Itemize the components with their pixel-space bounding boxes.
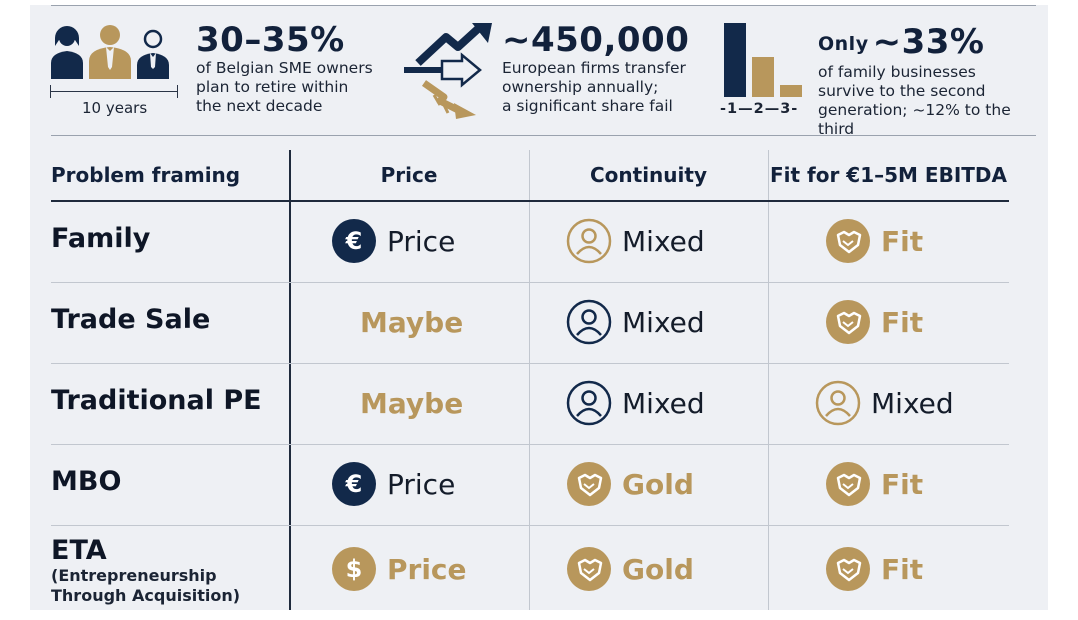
stat-prefix: Only <box>818 33 869 55</box>
svg-text:€: € <box>345 470 363 498</box>
comparison-table: Problem framing Price Continuity Fit for… <box>51 150 1009 610</box>
person-icon <box>566 218 612 264</box>
cell-family-fit: Fit <box>825 218 923 264</box>
cell-traditional-pe-continuity: Mixed <box>566 380 705 426</box>
row-label-family: Family <box>51 223 151 254</box>
cell-eta-price: $ Price <box>331 546 467 592</box>
people-group-icon <box>51 25 169 79</box>
handshake-icon <box>826 219 870 263</box>
row-divider <box>51 363 1009 364</box>
row-label-traditional-pe: Traditional PE <box>51 385 262 416</box>
stat-line: European firms transfer <box>502 59 686 77</box>
stat-family-survival: Only ~33% of family businesses survive to… <box>818 23 1048 139</box>
cell-eta-continuity: Gold <box>566 546 694 592</box>
top-rule <box>51 5 1036 6</box>
stat-line: ownership annually; <box>502 78 659 96</box>
header-continuity: Continuity <box>589 163 707 187</box>
transfer-arrows-icon <box>404 23 492 119</box>
svg-text:€: € <box>345 227 363 255</box>
cell-trade-sale-continuity: Mixed <box>566 299 705 345</box>
person-icon <box>815 380 861 426</box>
handshake-icon <box>567 462 611 506</box>
euro-icon: € <box>332 219 376 263</box>
svg-text:$: $ <box>346 555 363 583</box>
handshake-icon <box>826 300 870 344</box>
stat-line: a significant share fail <box>502 97 673 115</box>
generation-axis-labels: -1—2—3- <box>720 101 799 117</box>
cell-traditional-pe-fit: Mixed <box>815 380 954 426</box>
stat-line: the next decade <box>196 97 323 115</box>
cell-traditional-pe-price: Maybe <box>360 386 464 420</box>
row-label-eta: ETA (Entrepreneurship Through Acquisitio… <box>51 535 240 606</box>
row-label-trade-sale: Trade Sale <box>51 304 211 335</box>
stat-line: of Belgian SME owners <box>196 59 373 77</box>
cell-mbo-price: € Price <box>331 461 455 507</box>
header-rule <box>51 200 1009 202</box>
cell-family-continuity: Mixed <box>566 218 705 264</box>
euro-icon: € <box>332 462 376 506</box>
header-fit: Fit for €1–5M EBITDA <box>770 163 1007 187</box>
column-divider <box>289 150 291 610</box>
handshake-icon <box>826 462 870 506</box>
person-icon <box>566 299 612 345</box>
decade-timeline <box>50 85 178 98</box>
stat-line: generation; ~12% to the third <box>818 101 1011 138</box>
row-label-mbo: MBO <box>51 466 122 497</box>
cell-mbo-continuity: Gold <box>566 461 694 507</box>
cell-family-price: € Price <box>331 218 455 264</box>
generation-bars-chart <box>724 23 802 97</box>
row-divider <box>51 525 1009 526</box>
stat-retirement: 30–35% of Belgian SME owners plan to ret… <box>196 21 373 116</box>
generation-bar-3 <box>780 85 802 97</box>
stat-value: ~450,000 <box>502 20 690 60</box>
column-divider <box>768 150 769 610</box>
handshake-icon <box>567 547 611 591</box>
cell-eta-fit: Fit <box>825 546 923 592</box>
cell-trade-sale-fit: Fit <box>825 299 923 345</box>
generation-bar-1 <box>724 23 746 97</box>
header-price: Price <box>380 163 438 187</box>
column-divider <box>529 150 530 610</box>
dollar-icon: $ <box>332 547 376 591</box>
infographic: 10 years 30–35% of Belgian SME owners pl… <box>30 5 1048 610</box>
section-divider <box>51 135 1036 136</box>
row-divider <box>51 282 1009 283</box>
handshake-icon <box>826 547 870 591</box>
stat-line: of family businesses <box>818 63 976 81</box>
row-sublabel: (Entrepreneurship <box>51 566 217 585</box>
stat-line: survive to the second <box>818 82 986 100</box>
stat-line: plan to retire within <box>196 78 349 96</box>
cell-mbo-fit: Fit <box>825 461 923 507</box>
person-icon <box>566 380 612 426</box>
row-label-eta-title: ETA <box>51 535 107 566</box>
stat-transfers: ~450,000 European firms transfer ownersh… <box>502 21 689 116</box>
row-sublabel: Through Acquisition) <box>51 586 241 605</box>
header-problem-framing: Problem framing <box>51 163 241 187</box>
row-divider <box>51 444 1009 445</box>
generation-bar-2 <box>752 57 774 97</box>
stat-value: 30–35% <box>196 20 345 60</box>
stat-value: ~33% <box>872 22 985 62</box>
cell-trade-sale-price: Maybe <box>360 305 464 339</box>
years-label: 10 years <box>82 99 148 117</box>
